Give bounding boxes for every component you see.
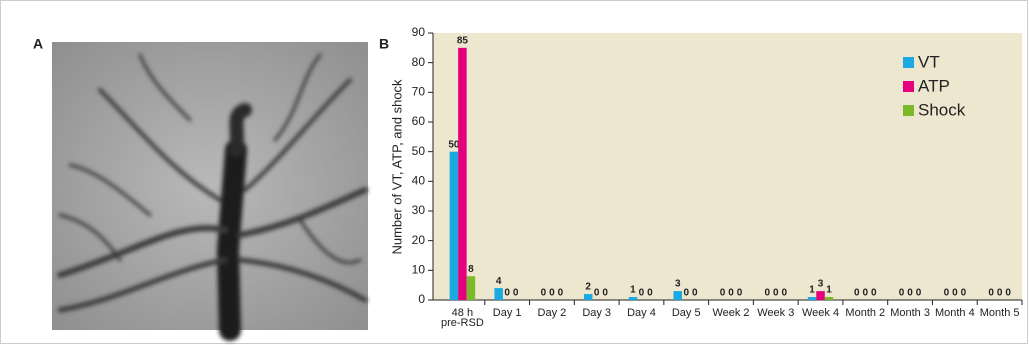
value-label: 0 [728,288,734,299]
bar [673,291,682,300]
value-label: 0 [639,288,645,299]
value-label: 0 [1005,288,1011,299]
value-label: 0 [558,288,564,299]
value-label: 1 [809,285,815,296]
x-tick-label: Day 1 [493,307,522,319]
value-label: 8 [468,264,474,275]
value-label: 0 [683,288,689,299]
y-tick-label: 70 [412,85,426,99]
x-tick-label: Day 2 [538,307,567,319]
value-label: 3 [675,279,681,290]
x-tick-label: Day 4 [627,307,656,319]
y-tick-label: 10 [412,263,426,277]
value-label: 0 [988,288,994,299]
value-label: 0 [764,288,770,299]
value-label: 0 [504,288,510,299]
value-label: 0 [997,288,1003,299]
value-label: 0 [549,288,555,299]
panel-label: A [33,36,43,52]
value-label: 0 [737,288,743,299]
value-label: 0 [513,288,519,299]
panel-label: B [379,36,389,52]
value-label: 0 [863,288,869,299]
y-tick-label: 80 [412,55,426,69]
x-tick-label: Week 3 [757,307,794,319]
value-label: 0 [899,288,905,299]
legend-label: ATP [918,76,950,95]
x-tick-label: Week 2 [712,307,749,319]
value-label: 0 [541,288,547,299]
value-label: 0 [854,288,860,299]
value-label: 3 [818,279,824,290]
value-label: 0 [773,288,779,299]
value-label: 1 [630,285,636,296]
value-label: 0 [871,288,877,299]
value-label: 0 [781,288,787,299]
y-tick-label: 40 [412,174,426,188]
legend-label: Shock [918,100,966,119]
y-tick-label: 60 [412,114,426,128]
bar [816,291,825,300]
value-label: 0 [594,288,600,299]
value-label: 0 [916,288,922,299]
bar [825,297,834,300]
bar [467,276,476,300]
legend-swatch [903,57,914,68]
bar [629,297,638,300]
bar [450,152,459,300]
y-axis-label: Number of VT, ATP, and shock [389,79,404,255]
y-tick-label: 20 [412,233,426,247]
x-tick-label: Month 2 [845,307,885,319]
y-tick-label: 30 [412,203,426,217]
y-tick-label: 90 [412,25,426,39]
y-tick-label: 50 [412,144,426,158]
value-label: 0 [647,288,653,299]
value-label: 0 [602,288,608,299]
value-label: 2 [585,282,591,293]
x-tick-label: Month 5 [980,307,1020,319]
bar [808,297,817,300]
value-label: 0 [720,288,726,299]
bar [584,294,593,300]
angiogram [52,42,368,330]
bar [494,288,503,300]
x-tick-label: Month 3 [890,307,930,319]
value-label: 0 [944,288,950,299]
value-label: 0 [907,288,913,299]
bar [458,48,467,300]
y-tick-label: 0 [418,292,425,306]
value-label: 4 [496,276,502,287]
legend-label: VT [918,52,940,71]
value-label: 1 [826,285,832,296]
value-label: 0 [961,288,967,299]
x-tick-label: Day 3 [582,307,611,319]
x-tick-label: Month 4 [935,307,975,319]
plot-area [433,33,1022,300]
legend-swatch [903,105,914,116]
value-label: 85 [457,35,469,46]
x-tick-label: Week 4 [802,307,839,319]
value-label: 0 [952,288,958,299]
figure: A B Number of VT, ATP, and shock 0102030… [0,0,1029,345]
x-tick-label: Day 5 [672,307,701,319]
value-label: 0 [692,288,698,299]
legend-swatch [903,81,914,92]
